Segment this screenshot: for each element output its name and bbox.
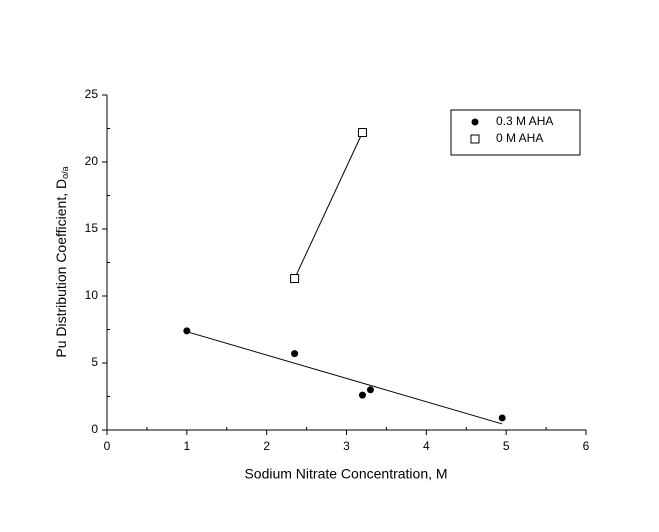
- point: [291, 350, 299, 358]
- x-tick-label: 0: [104, 439, 111, 453]
- y-tick-label: 20: [85, 154, 99, 168]
- x-axis-label: Sodium Nitrate Concentration, M: [244, 466, 447, 482]
- x-tick-label: 6: [583, 439, 590, 453]
- point: [498, 414, 506, 422]
- trend-line: [294, 132, 363, 279]
- point: [183, 327, 191, 335]
- y-tick-label: 5: [91, 355, 98, 369]
- point: [366, 386, 374, 394]
- x-tick-label: 2: [263, 439, 270, 453]
- y-tick-label: 0: [91, 422, 98, 436]
- legend-marker: [470, 134, 480, 144]
- point: [290, 274, 300, 284]
- point: [358, 391, 366, 399]
- legend-box: [450, 109, 581, 156]
- x-tick-label: 4: [423, 439, 430, 453]
- x-tick-label: 1: [183, 439, 190, 453]
- legend-marker: [471, 118, 479, 126]
- y-axis-label-subscript: o/a: [60, 166, 70, 179]
- y-tick-label: 15: [85, 221, 99, 235]
- y-axis-label: Pu Distribution Coefficient, Do/a: [53, 166, 71, 357]
- y-axis-label-main: Pu Distribution Coefficient, D: [53, 179, 69, 358]
- trend-line: [186, 331, 503, 425]
- x-tick-label: 5: [503, 439, 510, 453]
- legend-label: 0.3 M AHA: [496, 114, 553, 128]
- x-tick-label: 3: [343, 439, 350, 453]
- y-tick-label: 10: [85, 288, 99, 302]
- legend-label: 0 M AHA: [496, 131, 543, 145]
- y-tick-label: 25: [85, 87, 99, 101]
- point: [357, 128, 367, 138]
